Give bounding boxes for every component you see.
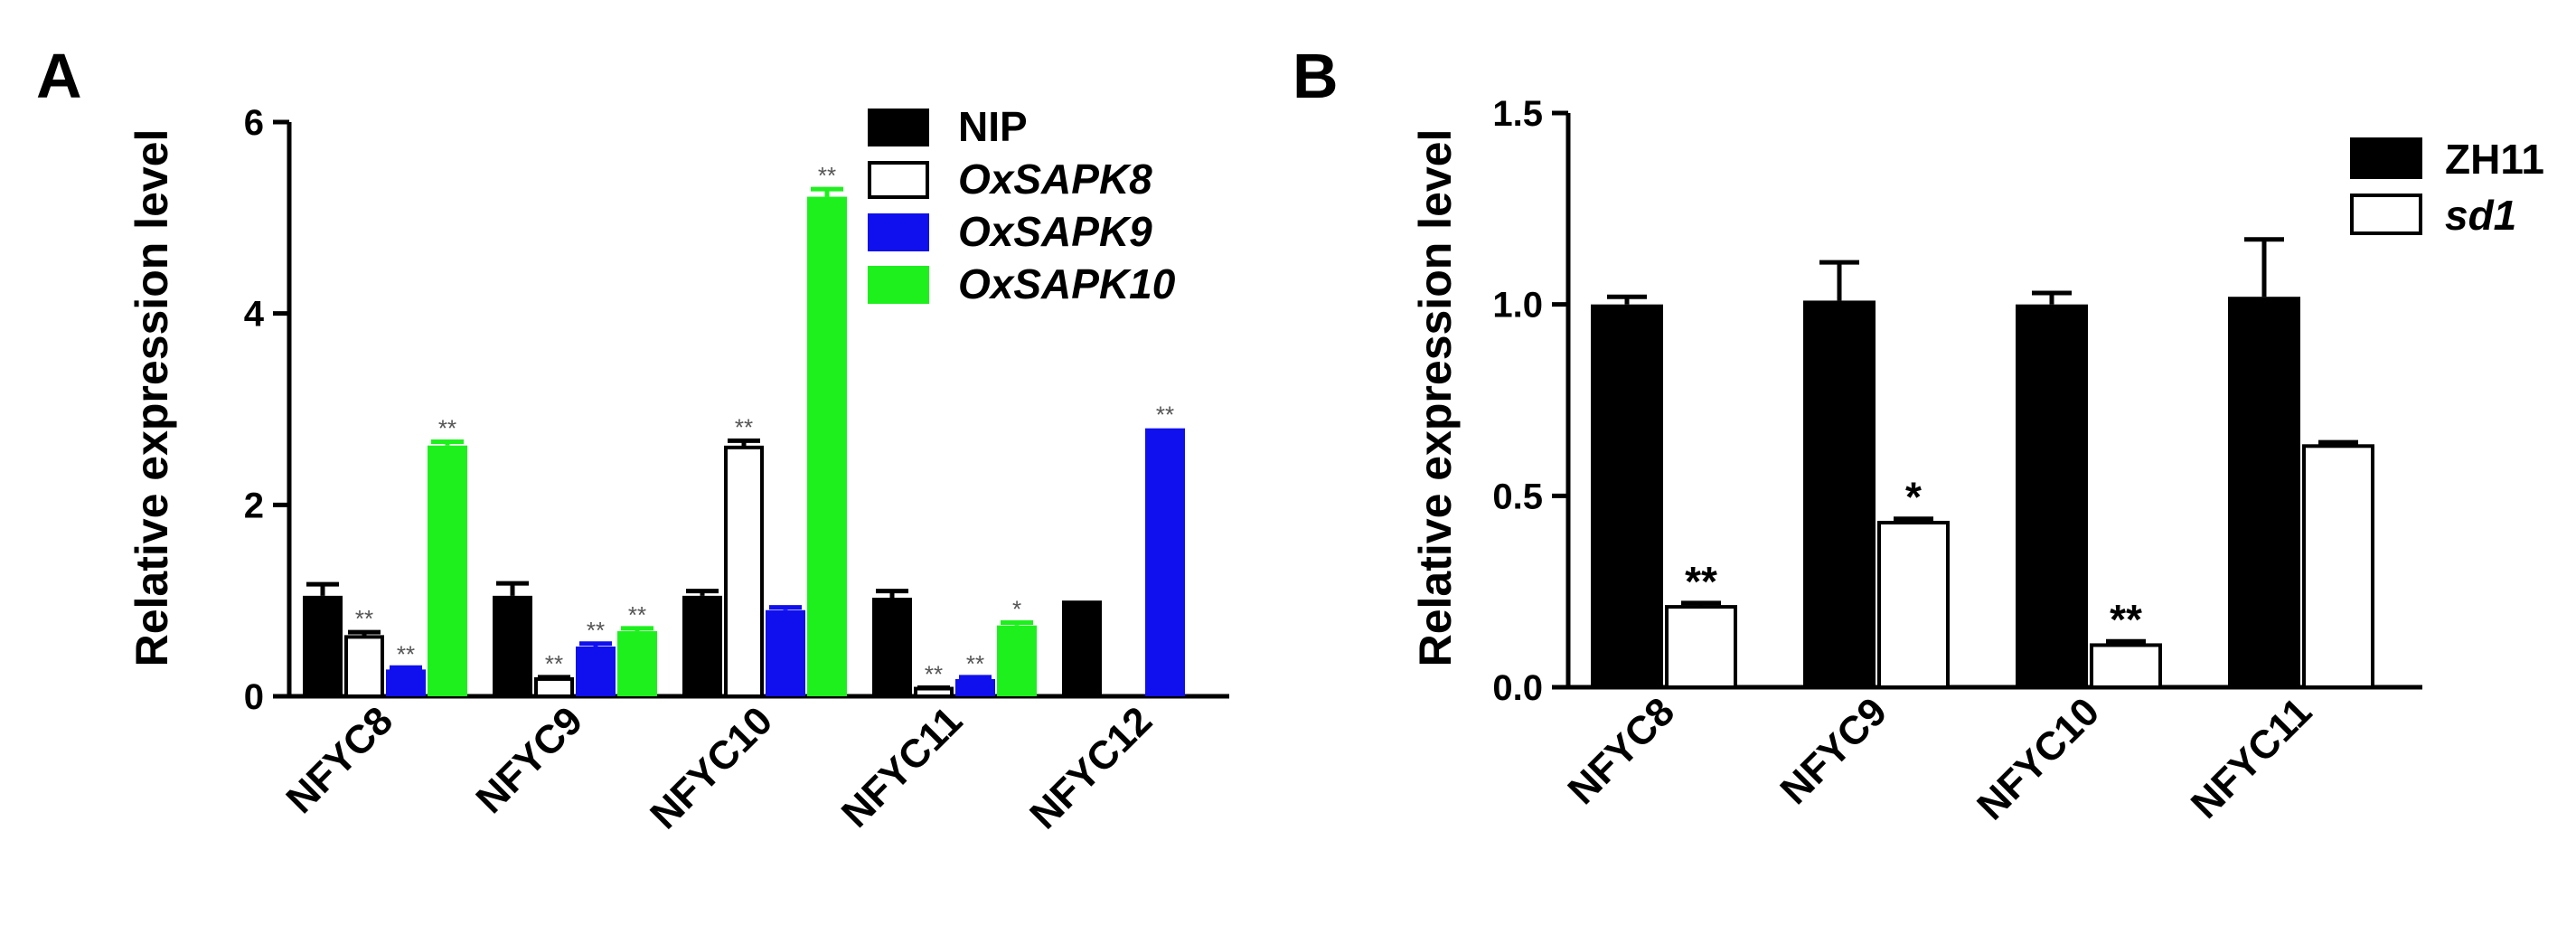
panel-a-legend-swatch xyxy=(868,109,929,146)
panel-a-category-label: NFYC10 xyxy=(642,698,781,837)
panel-a-category-label: NFYC11 xyxy=(833,698,971,836)
panel-b: B Relative expression level 0.0 0.5 1.0 1.5… xyxy=(1293,41,2544,828)
panel-a-bars xyxy=(303,186,1185,699)
panel-a-bar xyxy=(872,597,912,696)
panel-a-bar xyxy=(617,631,657,696)
panel-b-category-label: NFYC8 xyxy=(1559,689,1683,813)
panel-b-category-label: NFYC10 xyxy=(1969,689,2108,828)
panel-b-bar xyxy=(1665,605,1737,689)
panel-a-letter: A xyxy=(36,41,82,111)
panel-b-significance-label: ** xyxy=(2110,596,2142,643)
panel-a-legend-swatch xyxy=(868,161,929,199)
panel-b-category-label: NFYC9 xyxy=(1772,689,1895,813)
panel-b-significance-label: ** xyxy=(1685,558,1717,605)
panel-b-letter: B xyxy=(1293,41,1339,111)
panel-b-legend-swatch xyxy=(2350,194,2422,235)
panel-b-bars xyxy=(1591,237,2374,690)
panel-a-bar xyxy=(997,625,1037,696)
panel-b-y-tick-label: 1.5 xyxy=(1492,94,1543,134)
panel-a-bar xyxy=(955,678,995,696)
panel-b-bar xyxy=(2302,444,2374,689)
panel-a-bar xyxy=(534,676,574,699)
panel-a-significance-label: ** xyxy=(587,617,605,644)
panel-b-y-axis-title: Relative expression level xyxy=(1410,129,1461,667)
panel-b-category-labels: NFYC8 NFYC9 NFYC10 NFYC11 xyxy=(1559,689,2320,828)
panel-a-category-label: NFYC8 xyxy=(277,698,401,822)
panel-a-significance-label: ** xyxy=(355,605,373,632)
panel-a-significance: *********************** xyxy=(355,162,1174,687)
panel-b-bar xyxy=(2016,304,2088,687)
panel-b-legend: ZH11 sd1 xyxy=(2350,136,2544,239)
panel-a-significance-label: ** xyxy=(735,413,753,440)
panel-a-legend-label: OxSAPK10 xyxy=(958,260,1176,307)
panel-b-bar xyxy=(1591,304,1663,687)
panel-b-y-ticks: 0.0 0.5 1.0 1.5 xyxy=(1492,94,1568,708)
panel-a-bar xyxy=(303,595,343,696)
panel-b-bar xyxy=(1803,300,1876,687)
panel-a-bar xyxy=(576,646,616,696)
panel-a-significance-label: ** xyxy=(966,650,984,677)
panel-a-significance-label: ** xyxy=(1156,401,1174,429)
panel-b-bar xyxy=(1877,520,1950,690)
panel-a-bar xyxy=(386,669,426,696)
panel-a-category-label: NFYC9 xyxy=(467,698,591,822)
panel-a-bar xyxy=(428,445,467,696)
panel-a-bar xyxy=(766,609,805,696)
panel-a-significance-label: ** xyxy=(438,414,456,441)
panel-a-significance-label: ** xyxy=(628,601,646,628)
panel-b-legend-swatch xyxy=(2350,137,2422,179)
panel-a-significance-label: ** xyxy=(925,660,943,687)
panel-a-legend-label: NIP xyxy=(958,103,1028,150)
panel-a-bar xyxy=(493,595,532,696)
panel-b-y-tick-label: 1.0 xyxy=(1492,286,1543,326)
panel-a-significance-label: ** xyxy=(545,650,563,677)
panel-a-significance-label: ** xyxy=(818,162,836,189)
panel-a-bar xyxy=(1145,428,1185,696)
panel-b-significance: ***** xyxy=(1685,474,2142,643)
panel-a-significance-label: ** xyxy=(397,640,415,667)
panel-a-bar xyxy=(1062,600,1102,696)
panel-a-legend-label: OxSAPK8 xyxy=(958,156,1152,203)
panel-b-bar xyxy=(2090,643,2162,690)
panel-a-legend-swatch xyxy=(868,213,929,251)
panel-a-significance-label: * xyxy=(1012,596,1021,623)
panel-b-y-tick-label: 0.5 xyxy=(1492,477,1543,516)
panel-b-y-tick-label: 0.0 xyxy=(1492,668,1543,708)
panel-a-y-tick-label: 6 xyxy=(244,103,264,143)
panel-a-legend-swatch xyxy=(868,266,929,304)
panel-a-y-axis-title: Relative expression level xyxy=(127,129,177,667)
panel-b-category-label: NFYC11 xyxy=(2183,689,2320,826)
panel-b-significance-label: * xyxy=(1905,474,1922,521)
panel-a-bar xyxy=(344,635,384,699)
panel-a-legend: NIP OxSAPK8 OxSAPK9 OxSAPK10 xyxy=(868,103,1176,307)
panel-a-bar xyxy=(807,196,847,697)
panel-a-legend-label: OxSAPK9 xyxy=(958,208,1152,255)
panel-a-y-ticks: 0 2 4 6 xyxy=(244,103,289,717)
panel-a-bar xyxy=(914,686,954,698)
panel-a-y-tick-label: 2 xyxy=(244,486,264,525)
panel-b-legend-label: ZH11 xyxy=(2445,136,2544,183)
panel-b-bar xyxy=(2228,297,2300,687)
panel-a-category-labels: NFYC8 NFYC9 NFYC10 NFYC11 NFYC12 xyxy=(277,698,1161,837)
panel-a-y-tick-label: 0 xyxy=(244,677,264,717)
panel-a-y-tick-label: 4 xyxy=(244,295,265,335)
panel-b-legend-label: sd1 xyxy=(2445,192,2516,239)
panel-a-category-label: NFYC12 xyxy=(1021,698,1161,837)
panel-a-bar xyxy=(682,595,722,696)
panel-a-bar xyxy=(724,445,764,698)
